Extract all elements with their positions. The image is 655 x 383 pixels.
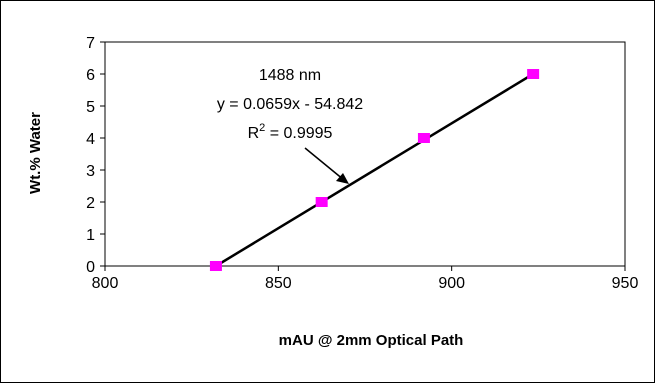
y-tick-label: 5 xyxy=(86,99,95,116)
y-tick-label: 2 xyxy=(86,195,95,212)
y-tick-label: 7 xyxy=(86,35,95,52)
x-axis-ticks: 800 850 900 950 xyxy=(92,266,639,292)
annotation-wavelength: 1488 nm xyxy=(259,67,321,84)
y-axis-title: Wt.% Water xyxy=(27,112,44,194)
annotation-arrow xyxy=(304,147,349,184)
y-axis-ticks: 0 1 2 3 4 5 6 7 xyxy=(86,35,105,276)
y-tick-label: 4 xyxy=(86,131,95,148)
y-tick-label: 1 xyxy=(86,227,95,244)
x-tick-label: 850 xyxy=(265,275,292,292)
x-tick-label: 900 xyxy=(438,275,465,292)
x-tick-label: 800 xyxy=(92,275,119,292)
data-point xyxy=(527,69,540,79)
r-squared-value: = 0.9995 xyxy=(265,125,332,142)
y-tick-label: 3 xyxy=(86,163,95,180)
annotation-r-squared: R2 = 0.9995 xyxy=(248,122,333,142)
data-point xyxy=(209,261,222,271)
x-tick-label: 950 xyxy=(612,275,639,292)
data-point xyxy=(417,133,430,143)
y-tick-label: 0 xyxy=(86,259,95,276)
x-axis-title: mAU @ 2mm Optical Path xyxy=(279,332,464,349)
r-squared-superscript: 2 xyxy=(259,122,265,134)
plot-area xyxy=(104,41,626,267)
data-point xyxy=(315,197,328,207)
annotation-equation: y = 0.0659x - 54.842 xyxy=(217,96,363,113)
data-points xyxy=(209,69,540,271)
trendline xyxy=(215,72,534,268)
y-tick-label: 6 xyxy=(86,67,95,84)
r-squared-prefix: R xyxy=(248,125,260,142)
